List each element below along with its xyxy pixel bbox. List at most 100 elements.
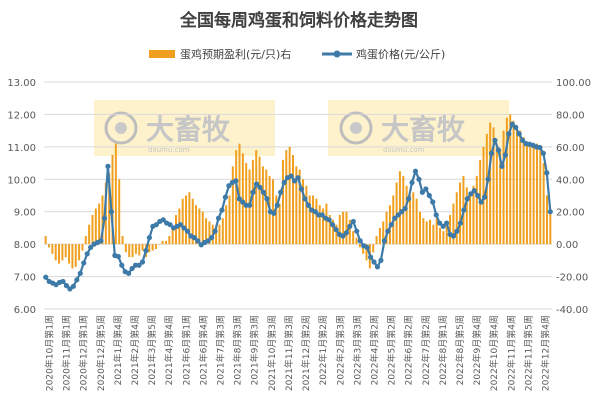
bar [449, 214, 452, 245]
line-point [516, 131, 522, 137]
bar [495, 146, 498, 245]
bar [78, 244, 81, 261]
line-point [402, 205, 408, 212]
line-point [253, 181, 260, 187]
line-point [357, 238, 363, 244]
bar [51, 244, 54, 254]
x-tick-label: 2022年10月第4周 [488, 315, 500, 391]
bar [191, 198, 194, 245]
x-tick-label: 2022年7月第2周 [420, 315, 432, 385]
line-point [177, 222, 184, 228]
y-left-tick-label: 7.00 [14, 273, 36, 284]
watermark-url: dxumu.com [148, 146, 190, 154]
watermark-left: 大畜牧 dxumu.com [94, 100, 275, 156]
watermark-logo-icon [339, 111, 373, 145]
legend-label-bar: 蛋鸡预期盈利(元/只)右 [180, 47, 291, 61]
bar [469, 195, 472, 245]
bar [118, 179, 121, 245]
line-point [236, 196, 242, 202]
bar [315, 198, 318, 245]
line-point [126, 270, 132, 276]
line-point [247, 202, 253, 208]
line-point [430, 199, 436, 205]
bar [499, 150, 502, 245]
line-point [108, 209, 114, 215]
bar [141, 244, 144, 251]
line-point [520, 137, 526, 143]
bar [442, 231, 445, 245]
bar [181, 198, 184, 245]
line-point [129, 265, 135, 272]
line-point [60, 278, 66, 285]
bar [98, 203, 101, 245]
line-point [426, 192, 432, 199]
line-point [181, 225, 187, 231]
x-tick-label: 2021年6月第4周 [197, 315, 209, 385]
line-point [419, 189, 426, 195]
bar [472, 185, 475, 245]
bar [205, 218, 208, 245]
bar [322, 208, 325, 245]
bar [358, 244, 361, 248]
line-point [385, 228, 391, 234]
x-tick-label: 2022年2月第3周 [334, 315, 346, 385]
line-point [340, 233, 346, 239]
bar [241, 153, 244, 245]
bar [348, 219, 351, 245]
watermarks: 大畜牧 dxumu.com 大畜牧 dxumu.com [94, 100, 509, 156]
x-tick-label: 2021年2月第4周 [129, 315, 141, 385]
bar [148, 244, 151, 253]
x-tick-label: 2020年12月第1周 [78, 315, 90, 391]
line-point [343, 230, 349, 236]
x-tick-label: 2021年6月第1周 [180, 315, 192, 385]
line-point [215, 215, 222, 221]
bar [114, 143, 117, 245]
bar [265, 169, 268, 245]
bar [221, 218, 224, 245]
bar [94, 208, 97, 245]
line-point [77, 270, 83, 276]
line-point [281, 179, 287, 186]
bar [362, 244, 365, 254]
legend-swatch-marker [333, 50, 341, 58]
bar [88, 224, 91, 245]
y-left-tick-label: 9.00 [14, 208, 36, 219]
line-point [101, 215, 108, 221]
bar [415, 198, 418, 245]
y-right-tick-label: 0.00 [556, 240, 578, 251]
line-point [381, 238, 387, 244]
line-point [191, 235, 197, 241]
x-tick-label: 2020年12月第5周 [95, 315, 107, 391]
line-point [537, 144, 543, 151]
bar [71, 244, 74, 269]
watermark-text: 大畜牧 [381, 113, 466, 146]
bar [121, 236, 124, 245]
bar [439, 227, 442, 245]
x-tick-label: 2022年11月第5周 [522, 315, 534, 391]
bar [455, 192, 458, 245]
line-point [378, 257, 384, 263]
bar [535, 143, 538, 245]
line-point [440, 223, 446, 229]
line-point [544, 170, 550, 176]
bar [532, 143, 535, 245]
line-point [457, 220, 464, 226]
x-tick-label: 2021年1月第4周 [112, 315, 124, 385]
line-point [371, 259, 377, 265]
y-right-tick-label: 60.00 [556, 143, 585, 154]
line-point [291, 178, 298, 184]
bar [255, 150, 258, 245]
line-point [364, 244, 370, 250]
line-point [488, 150, 495, 156]
line-point [399, 209, 405, 215]
chart-title: 全国每周鸡蛋和饲料价格走势图 [179, 10, 418, 31]
bar [138, 244, 141, 256]
line-point [395, 212, 401, 218]
bar [158, 244, 161, 245]
bar [355, 237, 358, 245]
x-tick-label: 2022年3月第3周 [351, 315, 363, 385]
bar [398, 171, 401, 245]
x-tick-label: 2022年6月第2周 [403, 315, 415, 385]
line-point [260, 189, 267, 195]
